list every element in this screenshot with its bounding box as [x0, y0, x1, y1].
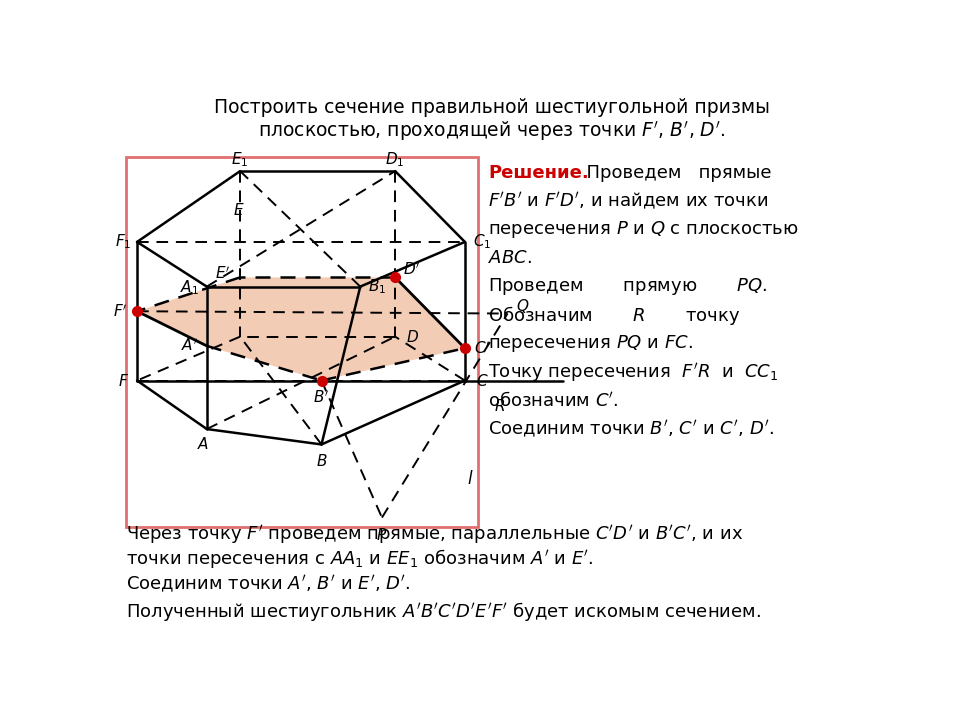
- Text: $\it{ABC}$.: $\it{ABC}$.: [488, 249, 532, 267]
- Text: $P$: $P$: [376, 526, 388, 543]
- Text: Построить сечение правильной шестиугольной призмы: Построить сечение правильной шестиугольн…: [214, 99, 770, 117]
- Text: $A_1$: $A_1$: [180, 279, 200, 297]
- Text: Соединим точки $\it{B'}$, $\it{C'}$ и $\it{C'}$, $\it{D'}$.: Соединим точки $\it{B'}$, $\it{C'}$ и $\…: [488, 418, 774, 440]
- Text: Проведем       прямую       $\it{PQ}$.: Проведем прямую $\it{PQ}$.: [488, 276, 767, 297]
- Text: обозначим $\it{C'}$.: обозначим $\it{C'}$.: [488, 391, 619, 410]
- Text: плоскостью, проходящей через точки $\it{F'}$, $\it{B'}$, $\it{D'}$.: плоскостью, проходящей через точки $\it{…: [258, 119, 726, 143]
- Text: $\it{F'B'}$ и $\it{F'D'}$, и найдем их точки: $\it{F'B'}$ и $\it{F'D'}$, и найдем их т…: [488, 191, 768, 212]
- Text: $A'$: $A'$: [181, 338, 199, 354]
- Text: $C'$: $C'$: [473, 340, 491, 356]
- Text: $A$: $A$: [197, 436, 209, 452]
- Text: $D_1$: $D_1$: [385, 150, 405, 169]
- Text: Полученный шестиугольник $\it{A'B'C'D'E'F'}$ будет искомым сечением.: Полученный шестиугольник $\it{A'B'C'D'E'…: [126, 600, 761, 623]
- Text: точки пересечения с $\it{AA}_1$ и $\it{EE}_1$ обозначим $\it{A'}$ и $\it{E'}$.: точки пересечения с $\it{AA}_1$ и $\it{E…: [126, 547, 593, 570]
- Text: $D'$: $D'$: [403, 261, 421, 278]
- Text: $E'$: $E'$: [215, 265, 230, 282]
- Text: $B'$: $B'$: [313, 390, 329, 406]
- Text: $E$: $E$: [232, 202, 245, 217]
- Text: $\mathit{l}$: $\mathit{l}$: [467, 470, 473, 488]
- Text: пересечения $\it{PQ}$ и $\it{FC}$.: пересечения $\it{PQ}$ и $\it{FC}$.: [488, 333, 693, 354]
- Polygon shape: [137, 277, 465, 381]
- Text: $R$: $R$: [494, 398, 505, 414]
- Text: Точку пересечения  $\it{F'R}$  и  $\it{CC}_1$: Точку пересечения $\it{F'R}$ и $\it{CC}_…: [488, 361, 779, 384]
- Text: Соединим точки $\it{A'}$, $\it{B'}$ и $\it{E'}$, $\it{D'}$.: Соединим точки $\it{A'}$, $\it{B'}$ и $\…: [126, 574, 411, 595]
- Text: $C_1$: $C_1$: [472, 233, 492, 251]
- Bar: [126, 157, 478, 527]
- Text: $F'$: $F'$: [112, 303, 128, 320]
- Text: Решение.: Решение.: [488, 163, 588, 181]
- Text: $B_1$: $B_1$: [369, 277, 386, 296]
- Text: Проведем   прямые: Проведем прямые: [575, 163, 772, 181]
- Text: Через точку $\it{F'}$ проведем прямые, параллельные $\it{C'D'}$ и $\it{B'C'}$, и: Через точку $\it{F'}$ проведем прямые, п…: [126, 523, 743, 546]
- Text: $D$: $D$: [406, 328, 419, 345]
- Text: $E_1$: $E_1$: [231, 150, 249, 169]
- Text: Обозначим       $\it{R}$       точку: Обозначим $\it{R}$ точку: [488, 304, 740, 327]
- Text: пересечения $\it{P}$ и $\it{Q}$ с плоскостью: пересечения $\it{P}$ и $\it{Q}$ с плоско…: [488, 219, 799, 240]
- Text: $Q$: $Q$: [516, 297, 530, 315]
- Text: $F_1$: $F_1$: [115, 233, 132, 251]
- Text: $C$: $C$: [475, 372, 489, 389]
- Text: $F$: $F$: [118, 372, 129, 389]
- Text: $B$: $B$: [316, 454, 327, 469]
